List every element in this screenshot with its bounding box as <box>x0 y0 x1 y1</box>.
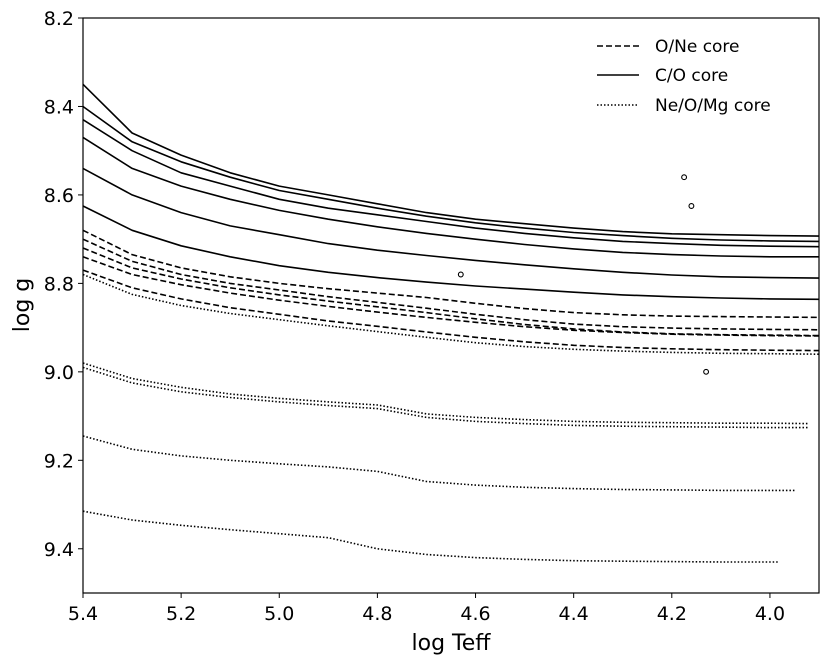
data-point-0 <box>457 271 464 278</box>
x-tick-label: 4.0 <box>755 603 785 625</box>
plot-frame <box>82 17 820 594</box>
series-line-dotted-13 <box>82 366 810 429</box>
series-line-solid-0 <box>82 83 820 237</box>
y-tick-label: 8.8 <box>44 273 74 295</box>
x-tick-label: 4.2 <box>657 603 687 625</box>
series-line-dashed-10 <box>82 269 820 352</box>
x-axis-label: log Teff <box>412 631 492 656</box>
x-tick-label: 5.0 <box>264 603 294 625</box>
series-layer <box>82 83 820 563</box>
series-line-dashed-8 <box>82 247 820 337</box>
x-tick-label: 4.6 <box>460 603 490 625</box>
series-line-dotted-15 <box>82 510 780 563</box>
legend-label-c-o: C/O core <box>655 66 728 86</box>
series-line-dashed-6 <box>82 229 820 319</box>
series-line-dotted-11 <box>82 273 820 355</box>
y-tick-label: 9.0 <box>44 362 74 384</box>
series-line-dashed-7 <box>82 238 820 331</box>
series-line-solid-1 <box>82 105 820 243</box>
y-tick-label: 9.2 <box>44 450 74 472</box>
series-line-dotted-12 <box>82 362 810 425</box>
x-tick-label: 5.4 <box>68 603 98 625</box>
y-tick-label: 8.4 <box>44 96 74 118</box>
y-tick-label: 8.6 <box>44 185 74 207</box>
x-tick-label: 5.2 <box>166 603 196 625</box>
series-line-solid-2 <box>82 119 820 248</box>
series-line-solid-3 <box>82 136 819 258</box>
data-point-1 <box>681 174 688 181</box>
data-point-3 <box>703 368 710 375</box>
x-tick-label: 4.8 <box>362 603 392 625</box>
series-line-dotted-14 <box>82 435 795 492</box>
legend: O/Ne core C/O core Ne/O/Mg core <box>597 37 771 116</box>
legend-label-one-ne: O/Ne core <box>655 37 740 57</box>
series-line-solid-4 <box>82 167 820 279</box>
data-point-2 <box>688 203 695 209</box>
series-line-dashed-9 <box>82 256 820 337</box>
y-tick-label: 8.2 <box>44 8 74 30</box>
legend-label-ne-o-mg: Ne/O/Mg core <box>655 96 771 116</box>
x-tick-label: 4.4 <box>559 603 589 625</box>
ticks-layer: 5.4 5.2 5.0 4.8 4.6 4.4 4.2 4.0 8.2 8.4 8.6 8.8 9.0 9… <box>44 8 785 625</box>
points-layer <box>457 174 710 375</box>
y-axis-label: log g <box>10 278 35 333</box>
y-tick-label: 9.4 <box>44 539 74 561</box>
series-line-solid-5 <box>82 205 820 301</box>
